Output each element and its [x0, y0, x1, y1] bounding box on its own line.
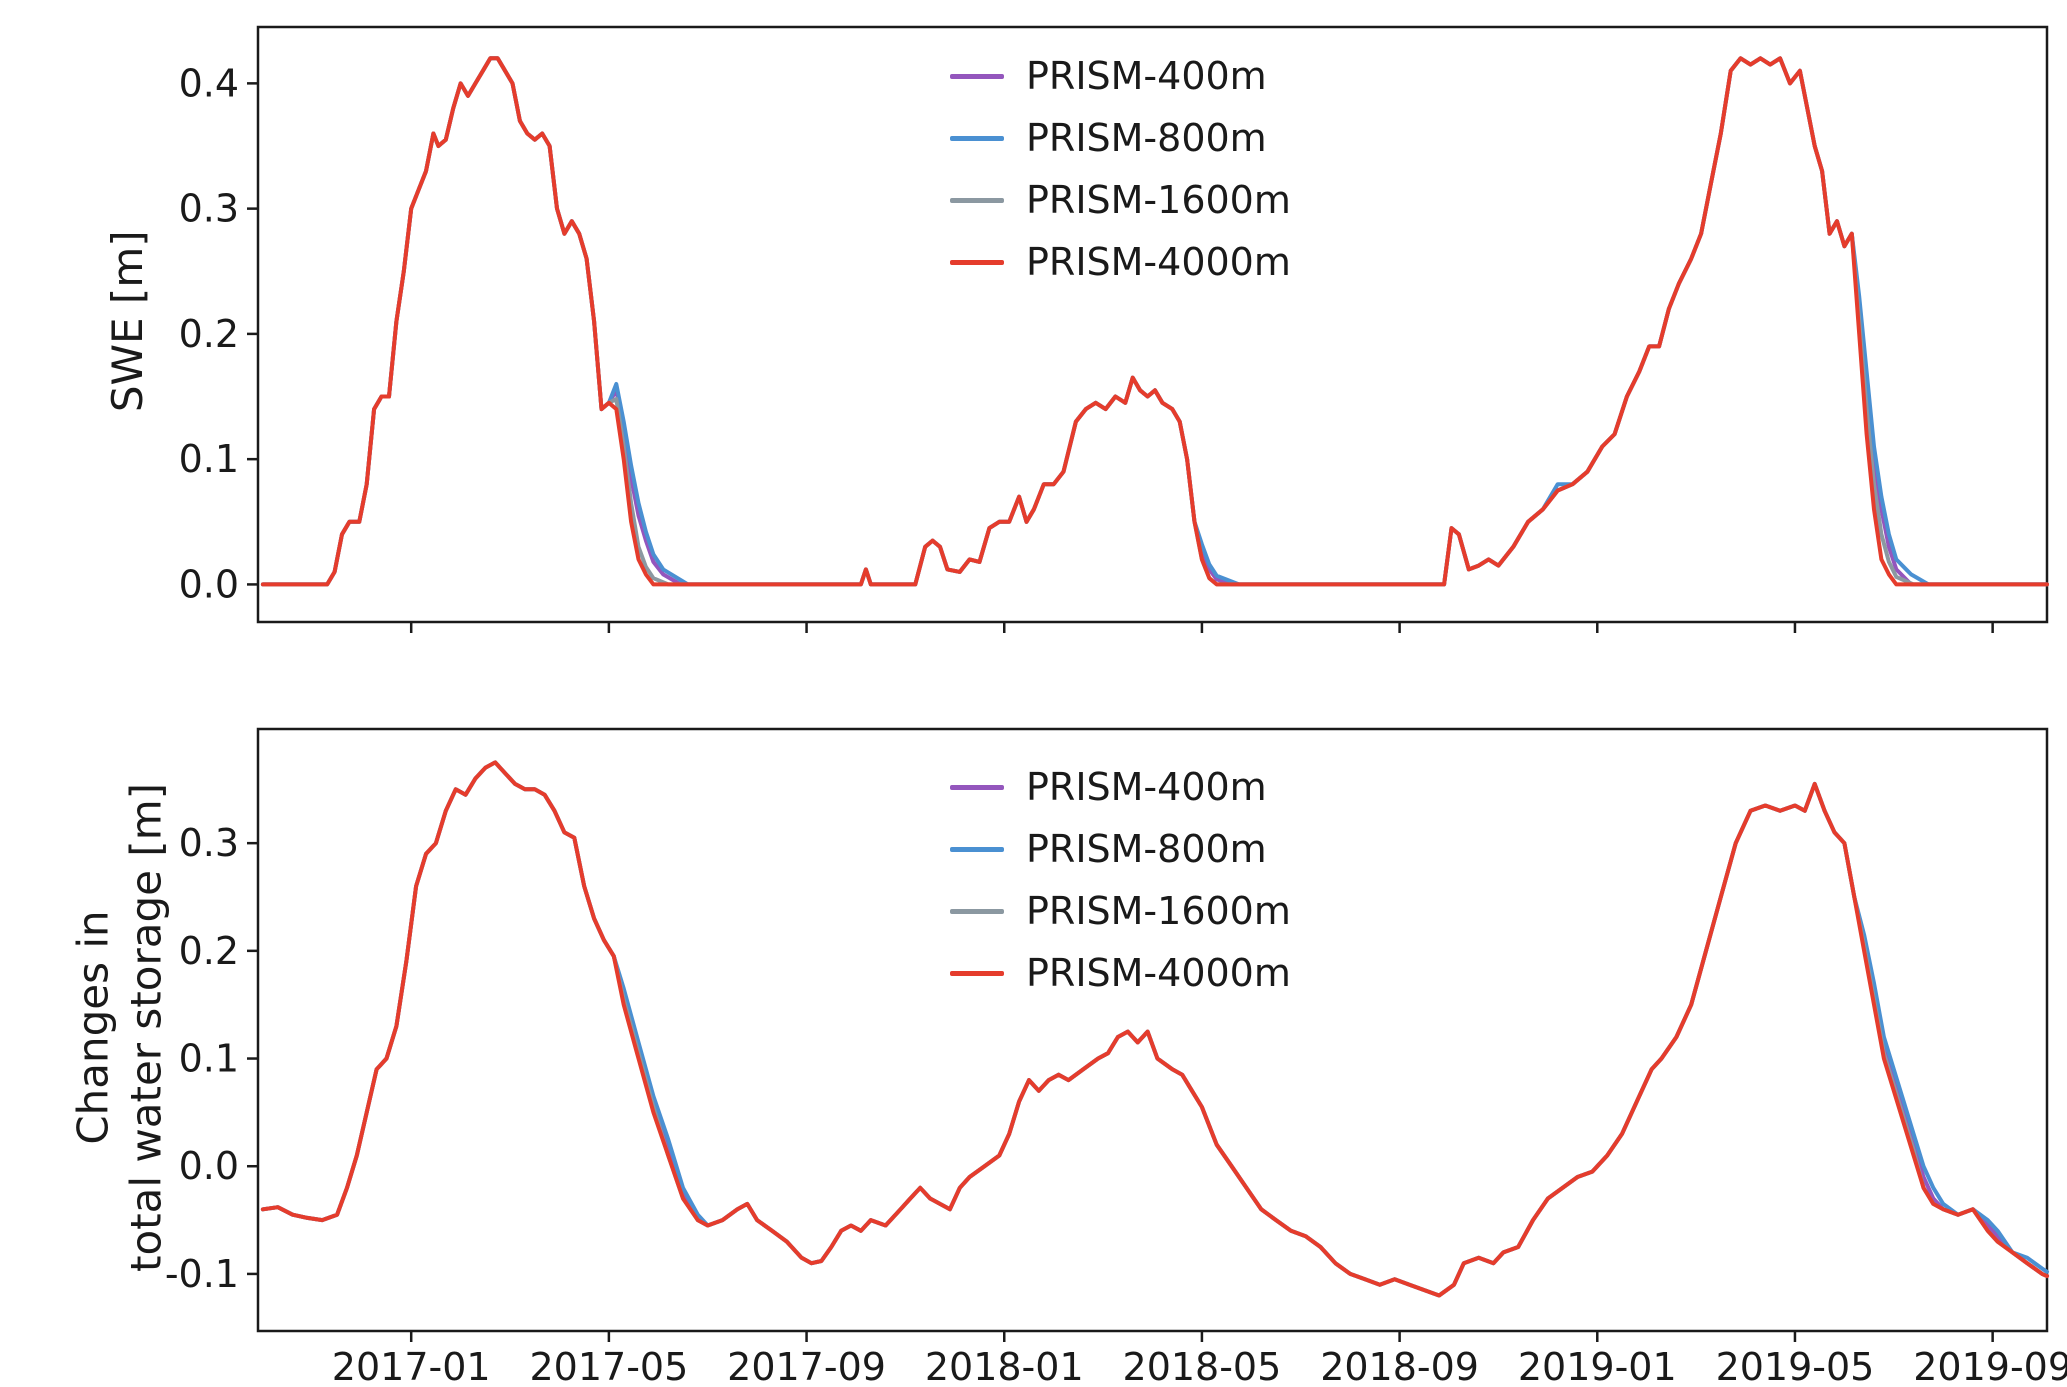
legend-label: PRISM-1600m: [1026, 178, 1291, 222]
y-tick-label: 0.2: [179, 929, 239, 973]
legend-label: PRISM-800m: [1026, 116, 1267, 160]
y-tick-label: 0.0: [179, 1144, 239, 1188]
legend-item: PRISM-4000m: [950, 231, 1291, 293]
x-tick-label: 2018-01: [925, 1345, 1084, 1387]
y-axis: 0.0 0.1 0.2 0.3 0.4: [179, 61, 258, 606]
legend-line-swatch: [950, 846, 1004, 852]
legend-item: PRISM-1600m: [950, 880, 1291, 942]
y-tick-label: 0.1: [179, 437, 239, 481]
x-axis: 2017-01 2017-05 2017-09 2018-01 2018-05 2018-…: [332, 1331, 2067, 1387]
axes-spines: [256, 727, 2049, 1333]
swe-legend: PRISM-400m PRISM-800m PRISM-1600m PRISM-400…: [950, 45, 1291, 293]
axes-spines: [256, 25, 2049, 624]
legend-label: PRISM-400m: [1026, 54, 1267, 98]
x-tick-label: 2018-05: [1123, 1345, 1282, 1387]
y-tick-label: 0.1: [179, 1037, 239, 1081]
swe-axis-label: SWE [m]: [102, 230, 152, 413]
x-tick-label: 2017-09: [727, 1345, 886, 1387]
legend-line-swatch: [950, 73, 1004, 79]
y-tick-label: 0.4: [179, 61, 239, 105]
y-tick-label: 0.3: [179, 187, 239, 231]
legend-line-swatch: [950, 784, 1004, 790]
legend-item: PRISM-800m: [950, 818, 1291, 880]
x-tick-label: 2019-01: [1518, 1345, 1677, 1387]
legend-item: PRISM-400m: [950, 45, 1291, 107]
x-tick-label: 2017-05: [529, 1345, 688, 1387]
tws-axis-label: Changes in total water storage [m]: [68, 783, 171, 1272]
legend-line-swatch: [950, 908, 1004, 914]
series-line-PRISM-4000m: [260, 56, 2049, 587]
legend-line-swatch: [950, 259, 1004, 265]
x-tick-label: 2019-05: [1716, 1345, 1875, 1387]
legend-label: PRISM-1600m: [1026, 889, 1291, 933]
legend-label: PRISM-400m: [1026, 765, 1267, 809]
legend-item: PRISM-800m: [950, 107, 1291, 169]
legend-item: PRISM-1600m: [950, 169, 1291, 231]
x-tick-label: 2018-09: [1320, 1345, 1479, 1387]
y-tick-label: 0.3: [179, 821, 239, 865]
legend-line-swatch: [950, 135, 1004, 141]
legend-label: PRISM-4000m: [1026, 951, 1291, 995]
tws-legend: PRISM-400m PRISM-800m PRISM-1600m PRISM-400…: [950, 756, 1291, 1004]
y-tick-label: 0.2: [179, 312, 239, 356]
y-tick-label: 0.0: [179, 562, 239, 606]
panel-0: 0.0 0.1 0.2 0.3 0.4: [179, 25, 2049, 633]
x-tick-label: 2019-09: [1913, 1345, 2067, 1387]
x-tick-label: 2017-01: [332, 1345, 491, 1387]
y-tick-label: -0.1: [165, 1252, 239, 1296]
x-axis: [409, 622, 1994, 633]
legend-label: PRISM-800m: [1026, 827, 1267, 871]
legend-line-swatch: [950, 197, 1004, 203]
legend-label: PRISM-4000m: [1026, 240, 1291, 284]
panel-1: 2017-01 2017-05 2017-09 2018-01 2018-05 2018-…: [165, 727, 2067, 1387]
series-line-PRISM-4000m: [260, 760, 2049, 1298]
legend-item: PRISM-400m: [950, 756, 1291, 818]
y-axis: -0.1 0.0 0.1 0.2 0.3: [165, 821, 258, 1296]
legend-line-swatch: [950, 970, 1004, 976]
legend-item: PRISM-4000m: [950, 942, 1291, 1004]
